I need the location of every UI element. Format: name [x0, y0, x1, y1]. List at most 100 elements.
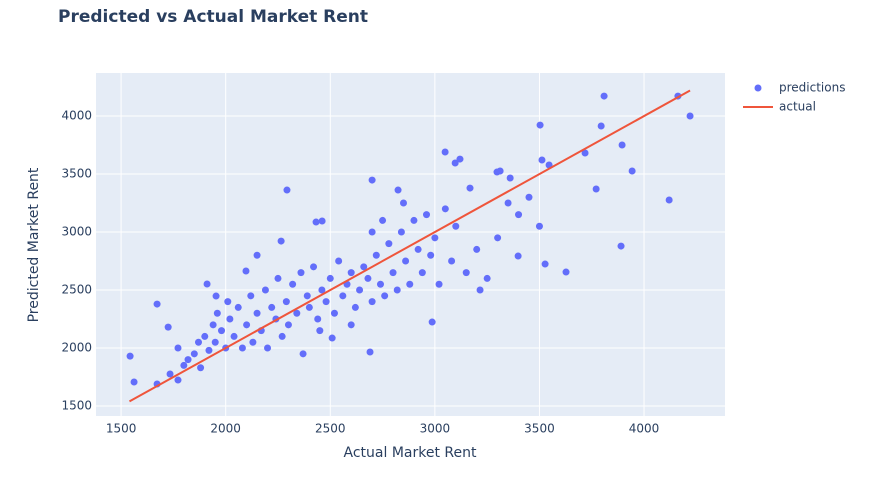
point: [494, 234, 502, 242]
x-tick-label: 1500: [106, 422, 137, 436]
y-tick-label: 1500: [61, 399, 92, 413]
point: [441, 205, 449, 213]
point: [462, 269, 470, 277]
point: [406, 280, 414, 288]
point: [356, 286, 364, 294]
point: [242, 267, 250, 275]
x-tick-label: 3500: [524, 422, 555, 436]
point: [312, 218, 320, 226]
point: [379, 216, 387, 224]
legend-label: predictions: [779, 81, 845, 95]
point: [297, 269, 305, 277]
point: [326, 274, 334, 282]
point: [418, 269, 426, 277]
point: [389, 269, 397, 277]
point: [303, 292, 311, 300]
point: [441, 148, 449, 156]
point: [381, 292, 389, 300]
point: [328, 334, 336, 342]
point: [316, 327, 324, 335]
point: [264, 344, 272, 352]
x-tick-label: 2500: [315, 422, 346, 436]
point: [360, 263, 368, 271]
point: [514, 252, 522, 260]
point: [284, 321, 292, 329]
point: [322, 298, 330, 306]
point: [299, 350, 307, 358]
point: [213, 309, 221, 317]
point: [538, 156, 546, 164]
point: [525, 193, 533, 201]
point: [277, 237, 285, 245]
line: [128, 89, 691, 403]
x-axis-title: Actual Market Rent: [344, 445, 477, 461]
point: [665, 196, 673, 204]
point: [473, 245, 481, 253]
y-tick-label: 3500: [61, 167, 92, 181]
point: [166, 370, 174, 378]
point: [617, 242, 625, 250]
point: [174, 376, 182, 384]
point: [314, 315, 322, 323]
chart-title: Predicted vs Actual Market Rent: [58, 7, 368, 27]
point: [194, 338, 202, 346]
point: [451, 159, 459, 167]
y-tick-label: 2500: [61, 283, 92, 297]
point: [249, 338, 257, 346]
point: [347, 269, 355, 277]
point: [318, 217, 326, 225]
point: [368, 298, 376, 306]
point: [278, 332, 286, 340]
point: [243, 321, 251, 329]
point: [428, 318, 436, 326]
point: [238, 344, 246, 352]
x-tick-label: 4000: [629, 422, 660, 436]
point: [394, 186, 402, 194]
point: [592, 185, 600, 193]
x-tick-label: 2000: [210, 422, 241, 436]
point: [536, 121, 544, 129]
point: [581, 149, 589, 157]
point: [218, 327, 226, 335]
y-tick-label: 2000: [61, 341, 92, 355]
point: [261, 286, 269, 294]
point: [335, 257, 343, 265]
point: [230, 332, 238, 340]
point: [153, 300, 161, 308]
point: [366, 348, 374, 356]
point: [184, 356, 192, 364]
point: [268, 303, 276, 311]
point: [174, 344, 182, 352]
point: [282, 298, 290, 306]
point: [180, 361, 188, 369]
point: [372, 251, 380, 259]
point: [190, 350, 198, 358]
point: [205, 346, 213, 354]
point: [212, 292, 220, 300]
point: [483, 274, 491, 282]
point: [686, 112, 694, 120]
point: [541, 260, 549, 268]
point: [234, 303, 242, 311]
point: [351, 303, 359, 311]
point: [435, 280, 443, 288]
point: [410, 216, 418, 224]
point: [197, 364, 205, 372]
point: [293, 309, 301, 317]
point: [253, 309, 261, 317]
point: [368, 228, 376, 236]
point: [414, 245, 422, 253]
point: [364, 274, 372, 282]
point: [330, 309, 338, 317]
x-tick-label: 3000: [420, 422, 451, 436]
y-axis-title: Predicted Market Rent: [26, 167, 42, 322]
point: [385, 240, 393, 248]
point: [397, 228, 405, 236]
legend-label: actual: [779, 100, 816, 114]
point: [600, 92, 608, 100]
point: [126, 352, 134, 360]
point: [618, 141, 626, 149]
point: [452, 222, 460, 230]
point: [368, 176, 376, 184]
point: [283, 186, 291, 194]
